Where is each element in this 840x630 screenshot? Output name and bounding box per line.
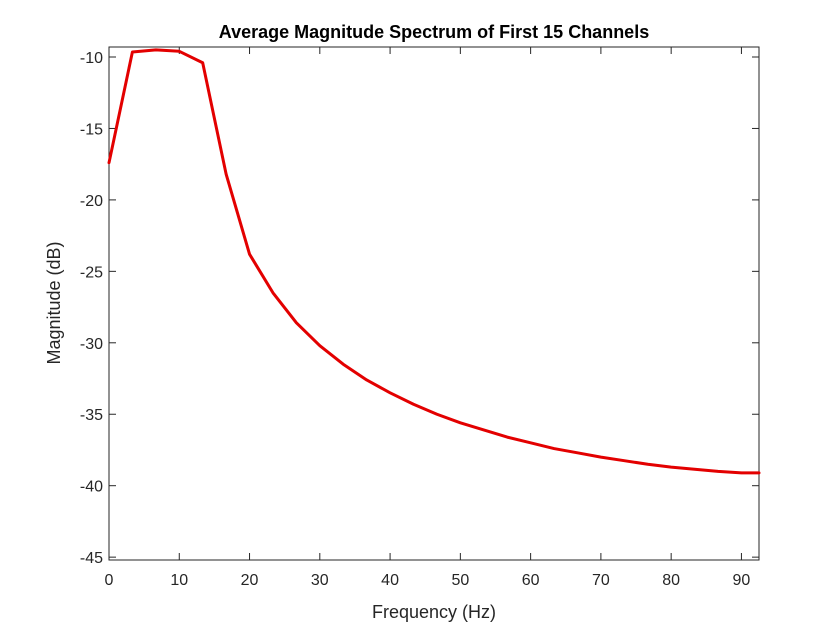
x-tick-label: 30 <box>311 572 329 589</box>
chart-title: Average Magnitude Spectrum of First 15 C… <box>219 22 649 42</box>
plot-area <box>108 46 760 561</box>
axis-ticks <box>108 47 759 560</box>
y-tick-label: -25 <box>80 264 103 281</box>
y-tick-label: -45 <box>80 550 103 567</box>
y-tick-label: -20 <box>80 193 103 210</box>
x-tick-label: 10 <box>170 572 188 589</box>
axis-tick-labels: 0 10 20 30 40 50 60 70 80 90 -10 -15 -20 -25 -30 -35 -40… <box>80 50 751 589</box>
x-tick-label: 70 <box>592 572 610 589</box>
y-tick-label: -10 <box>80 50 103 67</box>
y-axis-label: Magnitude (dB) <box>44 241 64 364</box>
x-tick-label: 50 <box>451 572 469 589</box>
x-axis-label: Frequency (Hz) <box>372 602 496 622</box>
x-tick-label: 20 <box>241 572 259 589</box>
y-tick-label: -15 <box>80 121 103 138</box>
x-tick-label: 0 <box>105 572 114 589</box>
x-tick-label: 40 <box>381 572 399 589</box>
y-tick-label: -40 <box>80 479 103 496</box>
series-line <box>107 48 761 475</box>
x-tick-label: 60 <box>522 572 540 589</box>
x-tick-label: 90 <box>733 572 751 589</box>
y-tick-label: -35 <box>80 407 103 424</box>
x-tick-label: 80 <box>662 572 680 589</box>
y-tick-label: -30 <box>80 336 103 353</box>
